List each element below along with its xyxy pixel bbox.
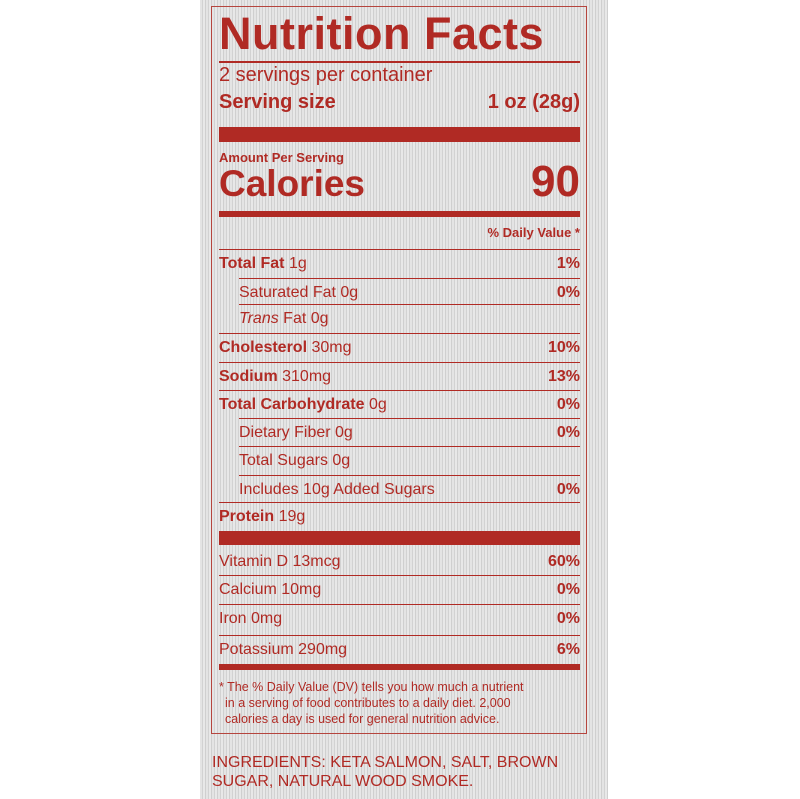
- serving-size-value: 1 oz (28g): [487, 91, 580, 113]
- medium-divider: [219, 211, 580, 217]
- vitamin-row: Iron 0mg 0%: [219, 609, 580, 629]
- nutrient-row: Saturated Fat 0g 0%: [219, 283, 580, 303]
- calories-value: 90: [531, 157, 580, 206]
- vitamin-row: Calcium 10mg 0%: [219, 580, 580, 600]
- row-divider: [239, 304, 580, 305]
- nutrient-row: Sodium 310mg 13%: [219, 367, 580, 387]
- row-divider: [219, 502, 580, 503]
- nutrient-amount: 19g: [278, 508, 306, 525]
- row-divider: [239, 446, 580, 447]
- footnote-line: * The % Daily Value (DV) tells you how m…: [219, 680, 524, 694]
- nutrient-amount: Fat 0g: [283, 310, 329, 327]
- nutrient-dv: 10%: [547, 339, 580, 356]
- nutrient-row: Dietary Fiber 0g 0%: [219, 423, 580, 443]
- nutrient-dv: 0%: [556, 424, 580, 441]
- nutrient-dv: 13%: [547, 368, 580, 385]
- vitamin-name: Potassium 290mg: [219, 641, 348, 658]
- vitamin-name: Vitamin D 13mcg: [219, 553, 341, 570]
- nutrient-name: Total Sugars: [239, 452, 328, 469]
- row-divider: [239, 278, 580, 279]
- ingredients-line: SUGAR, NATURAL WOOD SMOKE.: [212, 773, 474, 790]
- nutrition-facts-panel: [211, 6, 587, 734]
- nutrient-name: Includes 10g Added Sugars: [239, 481, 435, 498]
- calories: Calories 90: [219, 157, 580, 206]
- nutrient-name: Total Fat: [219, 255, 285, 272]
- nutrient-amount: 30mg: [311, 339, 352, 356]
- nutrient-row: Cholesterol 30mg 10%: [219, 338, 580, 358]
- nutrient-row: Protein 19g: [219, 507, 580, 527]
- vitamin-name: Iron 0mg: [219, 610, 283, 627]
- nutrient-amount: 0g: [368, 396, 387, 413]
- nutrient-dv: 0%: [556, 284, 580, 301]
- nutrient-amount: 0g: [340, 284, 359, 301]
- row-divider: [219, 249, 580, 250]
- row-divider: [219, 575, 580, 576]
- medium-divider: [219, 664, 580, 670]
- vitamin-dv: 0%: [556, 581, 580, 598]
- vitamin-name: Calcium 10mg: [219, 581, 322, 598]
- row-divider: [219, 390, 580, 391]
- vitamin-dv: 60%: [547, 553, 580, 570]
- row-divider: [239, 475, 580, 476]
- ingredients: INGREDIENTS: KETA SALMON, SALT, BROWN SU…: [212, 753, 573, 791]
- nutrient-row: Total Fat 1g 1%: [219, 254, 580, 274]
- vitamin-dv: 6%: [556, 641, 580, 658]
- nutrient-row: Total Carbohydrate 0g 0%: [219, 395, 580, 415]
- nutrient-amount: 0g: [335, 424, 353, 441]
- vitamin-dv: 0%: [556, 610, 580, 627]
- nutrient-name: Dietary Fiber: [239, 424, 331, 441]
- row-divider: [219, 604, 580, 605]
- vitamin-row: Potassium 290mg 6%: [219, 640, 580, 660]
- nutrient-name: Sodium: [219, 368, 278, 385]
- ingredients-line: INGREDIENTS: KETA SALMON, SALT, BROWN: [212, 754, 559, 771]
- row-divider: [219, 333, 580, 334]
- thick-divider: [219, 531, 580, 545]
- serving-size: Serving size 1 oz (28g): [219, 91, 580, 114]
- row-divider: [219, 362, 580, 363]
- row-divider: [239, 418, 580, 419]
- nutrient-amount: 310mg: [282, 368, 332, 385]
- serving-size-label: Serving size: [219, 91, 336, 113]
- divider: [219, 61, 580, 63]
- nutrient-name: Total Carbohydrate: [219, 396, 365, 413]
- nutrient-row: Trans Fat 0g: [219, 309, 580, 329]
- nutrient-row: Total Sugars 0g: [219, 451, 580, 471]
- footnote: * The % Daily Value (DV) tells you how m…: [219, 679, 580, 727]
- thick-divider: [219, 127, 580, 142]
- title: Nutrition Facts: [219, 8, 545, 59]
- nutrient-dv: 0%: [556, 481, 580, 498]
- nutrient-amount: 0g: [332, 452, 351, 469]
- row-divider: [219, 635, 580, 636]
- daily-value-header: % Daily Value *: [487, 225, 581, 240]
- calories-label: Calories: [219, 163, 366, 204]
- nutrient-amount: 1g: [288, 255, 307, 272]
- vitamin-row: Vitamin D 13mcg 60%: [219, 552, 580, 572]
- footnote-line: in a serving of food contributes to a da…: [225, 696, 511, 710]
- nutrient-dv: 1%: [556, 255, 580, 272]
- nutrient-dv: 0%: [556, 396, 580, 413]
- footnote-line: calories a day is used for general nutri…: [225, 712, 500, 726]
- nutrient-name: Cholesterol: [219, 339, 308, 356]
- amount-per-serving: Amount Per Serving: [219, 150, 344, 165]
- servings-per-container: 2 servings per container: [219, 64, 433, 86]
- nutrient-name: Trans: [239, 310, 279, 327]
- nutrient-row: Includes 10g Added Sugars 0%: [219, 480, 580, 500]
- nutrient-name: Saturated Fat: [239, 284, 336, 301]
- nutrient-name: Protein: [219, 508, 275, 525]
